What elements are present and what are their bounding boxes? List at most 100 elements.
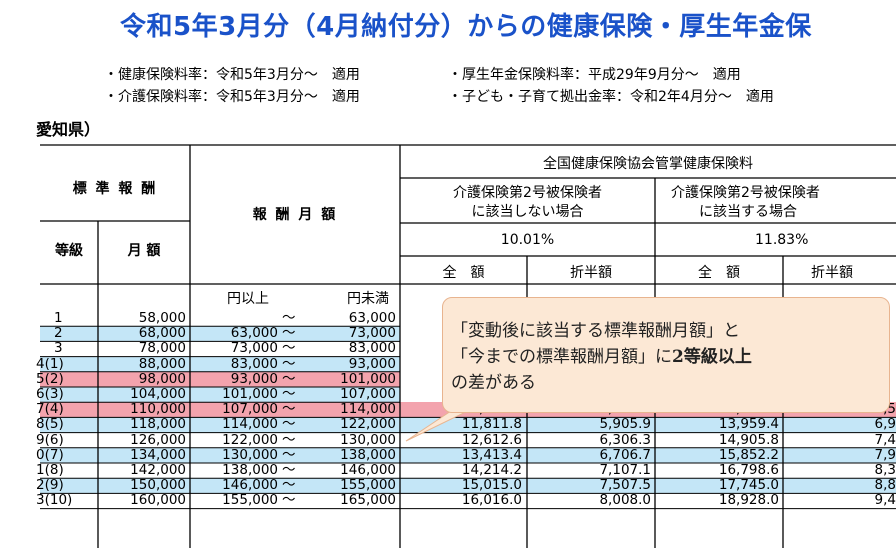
row-highlight [40,417,400,433]
monthly-header: 月 額 [127,243,161,259]
cell-grade: 2(9) [36,477,64,494]
row-highlight [40,326,400,342]
cell-tilde: ～ [282,310,296,326]
cell-tilde: ～ [282,416,296,433]
cell-to: 101,000 [340,370,396,387]
cell-monthly: 68,000 [138,325,186,342]
cell-full1: 11,811.8 [461,416,522,433]
kyokai-header: 全国健康保険協会管掌健康保険料 [543,156,753,172]
cell-half1: 6,306.3 [599,431,651,448]
care-header-2: に該当する場合 [699,204,797,220]
rate-care: 11.83% [755,232,809,248]
row-highlight [40,478,400,494]
cell-half1: 8,008.0 [599,492,651,509]
cell-monthly: 160,000 [130,492,186,509]
row-highlight [40,402,400,418]
cell-tilde: ～ [282,386,296,402]
noncare-header-2: に該当しない場合 [471,204,584,220]
cell-full2: 13,959.4 [718,416,779,433]
cell-monthly: 110,000 [130,401,186,418]
page-title: 令和5年3月分（4月納付分）からの健康保険・厚生年金保 [120,12,812,42]
cell-tilde: ～ [282,462,296,478]
cell-to: 130,000 [340,431,396,448]
cell-to: 93,000 [348,355,396,372]
from-header: 円以上 [227,291,269,307]
cell-tilde: ～ [282,401,296,418]
half-amount-header-2: 折半額 [811,265,853,281]
row-highlight [40,356,400,372]
cell-monthly: 150,000 [130,477,186,494]
cell-from: 63,000 [230,325,278,342]
cell-full2: 17,745.0 [718,477,779,494]
cell-to: 73,000 [348,325,396,342]
health-rate-note: ・健康保険料率：令和5年3月分～ 適用 [104,67,360,83]
callout-emphasis: 2等級以上 [672,347,752,367]
full-amount-header-1: 全 額 [442,265,485,281]
cell-to: 138,000 [340,446,396,463]
cell-tilde: ～ [282,477,296,494]
remuneration-range-header: 報 酬 月 額 [252,207,338,223]
cell-full2: 14,905.8 [718,431,779,448]
row-highlight [400,417,896,433]
prefecture-label: 愛知県） [36,120,101,139]
cell-monthly: 98,000 [138,370,186,387]
cell-grade: 8(5) [36,416,64,433]
cell-from: 107,000 [222,401,278,418]
cell-grade: 0(7) [36,446,64,463]
cell-monthly: 78,000 [138,340,186,357]
cell-grade: 1 [54,310,63,326]
cell-from: 130,000 [222,446,278,463]
cell-full1: 12,612.6 [461,431,522,448]
cell-grade: 5(2) [36,370,64,387]
cell-half2: 9,4 [874,492,896,509]
cell-tilde: ～ [282,446,296,463]
row-highlight [40,387,400,403]
cell-grade: 4(1) [36,355,64,372]
cell-to: 155,000 [340,477,396,494]
cell-from: 114,000 [222,416,278,433]
cell-full1: 16,016.0 [461,492,522,509]
cell-to: 114,000 [340,401,396,418]
cell-from: 93,000 [230,370,278,387]
cell-to: 122,000 [340,416,396,433]
to-header: 円未満 [347,291,389,307]
cell-grade: 9(6) [36,431,64,448]
cell-from: 146,000 [222,477,278,494]
cell-from: 138,000 [222,462,278,478]
standard-remuneration-header: 標 準 報 酬 [72,181,158,197]
cell-from: 122,000 [222,431,278,448]
cell-grade: 3 [54,340,63,357]
cell-from: 155,000 [222,492,278,509]
callout-pointer [405,405,480,442]
cell-grade: 6(3) [36,386,64,402]
cell-half2: 6,9 [874,416,896,433]
row-highlight [400,447,896,463]
cell-full2: 18,928.0 [718,492,779,509]
cell-tilde: ～ [282,325,296,342]
cell-from: 83,000 [230,355,278,372]
cell-to: 83,000 [348,340,396,357]
cell-full1: 15,015.0 [461,477,522,494]
cell-tilde: ～ [282,431,296,448]
cell-half1: 7,107.1 [599,462,651,478]
cell-monthly: 104,000 [130,386,186,402]
cell-monthly: 118,000 [130,416,186,433]
cell-monthly: 88,000 [138,355,186,372]
cell-monthly: 58,000 [138,310,186,326]
cell-grade: 3(10) [36,492,73,509]
cell-grade: 7(4) [36,401,64,418]
callout-line-3: の差がある [451,373,536,393]
cell-half2: 8,8 [874,477,896,494]
callout-line-2a: 「今までの標準報酬月額」に [451,347,672,367]
child-rate-note: ・子ども・子育て拠出金率：令和2年4月分～ 適用 [448,89,774,105]
cell-half2: 8,3 [874,462,896,478]
pension-rate-note: ・厚生年金保険料率：平成29年9月分～ 適用 [448,67,741,83]
cell-to: 63,000 [348,310,396,326]
cell-full1: 14,214.2 [461,462,522,478]
cell-tilde: ～ [282,355,296,372]
row-highlight [400,478,896,494]
cell-full1: 13,413.4 [461,446,522,463]
cell-monthly: 134,000 [130,446,186,463]
cell-half1: 7,507.5 [599,477,651,494]
cell-tilde: ～ [282,340,296,357]
